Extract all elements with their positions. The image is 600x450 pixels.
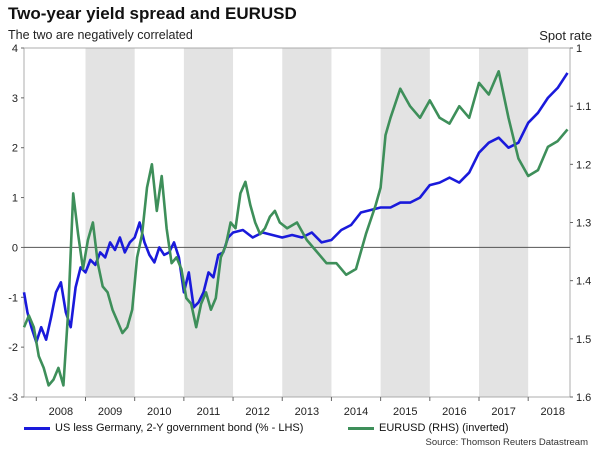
- shade-band-2011: [183, 48, 234, 397]
- x-tick-label: 2015: [393, 406, 417, 418]
- left-tick-label: 0: [12, 242, 18, 254]
- legend-item-eurusd: EURUSD (RHS) (inverted): [348, 422, 509, 434]
- x-tick-label: 2008: [49, 406, 73, 418]
- left-tick-label: 4: [12, 43, 18, 55]
- right-tick-label: 1.6: [576, 392, 591, 404]
- right-tick-label: 1.1: [576, 101, 591, 113]
- x-tick-label: 2011: [197, 406, 221, 418]
- left-tick-label: 3: [12, 93, 18, 105]
- right-tick-label: 1.3: [576, 218, 591, 230]
- right-tick-label: 1: [576, 43, 582, 55]
- right-axis-title: Spot rate: [539, 28, 592, 43]
- series-line-eurusd: [22, 70, 569, 387]
- shade-band-2013: [282, 48, 332, 397]
- x-tick-label: 2013: [295, 406, 319, 418]
- chart-title: Two-year yield spread and EURUSD: [8, 4, 297, 23]
- legend-label-eurusd: EURUSD (RHS) (inverted): [379, 422, 509, 434]
- x-tick-label: 2009: [98, 406, 122, 418]
- x-tick-label: 2014: [344, 406, 368, 418]
- legend-swatch-eurusd: [348, 426, 374, 430]
- x-tick-label: 2010: [147, 406, 171, 418]
- series-line-spread: [22, 72, 569, 344]
- legend-item-spread: US less Germany, 2-Y government bond (% …: [24, 422, 303, 434]
- source-note: Source: Thomson Reuters Datastream: [425, 437, 588, 448]
- legend-swatch-spread: [24, 426, 50, 430]
- right-tick-label: 1.5: [576, 334, 591, 346]
- x-tick-label: 2012: [245, 406, 269, 418]
- left-tick-label: -3: [8, 392, 18, 404]
- right-tick-label: 1.2: [576, 159, 591, 171]
- shade-band-2017: [479, 48, 529, 397]
- left-tick-label: 1: [12, 193, 18, 205]
- shade-band-2015: [380, 48, 430, 397]
- left-tick-label: 2: [12, 143, 18, 155]
- x-tick-label: 2018: [541, 406, 565, 418]
- legend-label-spread: US less Germany, 2-Y government bond (% …: [55, 422, 304, 434]
- x-tick-label: 2017: [491, 406, 515, 418]
- left-tick-label: -2: [8, 342, 18, 354]
- chart-subtitle: The two are negatively correlated: [8, 28, 193, 42]
- left-tick-label: -1: [8, 292, 18, 304]
- right-tick-label: 1.4: [576, 276, 591, 288]
- x-tick-label: 2016: [442, 406, 466, 418]
